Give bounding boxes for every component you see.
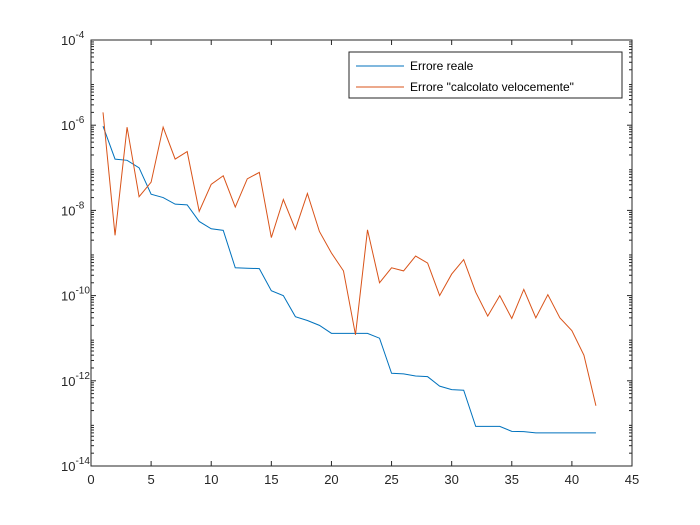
series-layer xyxy=(102,112,597,434)
x-tick-label: 35 xyxy=(505,472,519,487)
x-tick-label: 45 xyxy=(625,472,639,487)
legend-label-series-1: Errore reale xyxy=(410,59,474,73)
y-tick-label-base: 10 xyxy=(61,459,75,474)
plot-area xyxy=(91,40,632,466)
series-line-1 xyxy=(102,125,596,434)
x-tick-label: 0 xyxy=(87,472,94,487)
x-tick-label: 30 xyxy=(444,472,458,487)
legend[interactable]: Errore reale Errore "calcolato velocemen… xyxy=(348,51,623,99)
y-tick-label-base: 10 xyxy=(61,203,75,218)
y-tick-label: 10-14 xyxy=(61,456,90,474)
y-tick-label-exponent: -8 xyxy=(75,200,84,211)
x-tick-label: 40 xyxy=(565,472,579,487)
y-tick-label-exponent: -12 xyxy=(75,371,90,382)
legend-label-series-2: Errore "calcolato velocemente" xyxy=(410,80,574,94)
y-tick-label: 10-10 xyxy=(61,286,90,304)
y-tick-label-exponent: -6 xyxy=(75,115,84,126)
y-tick-label: 10-6 xyxy=(61,115,85,133)
y-tick-label-exponent: -4 xyxy=(75,30,84,41)
axes-layer: 0 5 10 15 20 25 30 35 40 4510-1410-1210-1010-810-… xyxy=(61,30,639,487)
axes-box xyxy=(90,39,633,467)
y-tick-label-base: 10 xyxy=(61,374,75,389)
x-tick-label: 5 xyxy=(147,472,154,487)
y-tick-label: 10-8 xyxy=(61,200,85,218)
y-tick-label-base: 10 xyxy=(61,118,75,133)
y-tick-label-exponent: -14 xyxy=(75,456,90,467)
x-tick-label: 20 xyxy=(324,472,338,487)
x-tick-label: 15 xyxy=(264,472,278,487)
y-tick-label: 10-4 xyxy=(61,30,85,48)
y-tick-label: 10-12 xyxy=(61,371,90,389)
x-tick-label: 10 xyxy=(204,472,218,487)
series-line-2 xyxy=(102,112,597,406)
y-tick-label-base: 10 xyxy=(61,289,75,304)
y-tick-label-base: 10 xyxy=(61,33,75,48)
x-tick-label: 25 xyxy=(384,472,398,487)
legend-box xyxy=(348,51,623,99)
y-tick-label-exponent: -10 xyxy=(75,286,90,297)
